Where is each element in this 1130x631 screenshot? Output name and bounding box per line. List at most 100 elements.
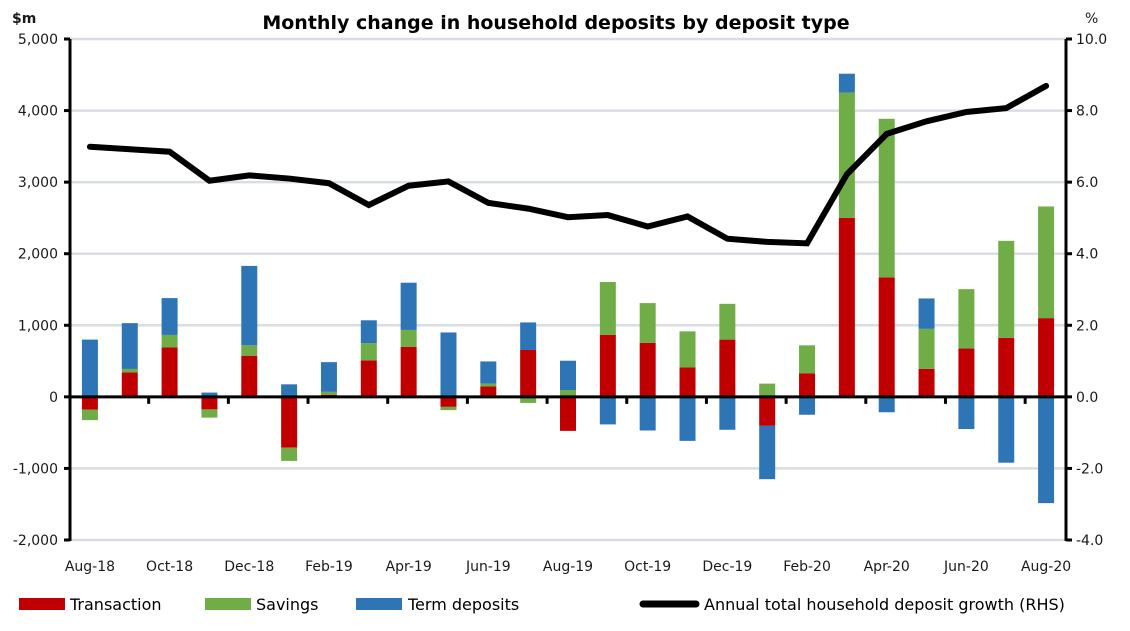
bar-transaction [201, 396, 218, 410]
bar-term-deposits [360, 320, 377, 344]
bar-transaction [838, 217, 855, 397]
bar-transaction [81, 396, 98, 410]
bar-savings [520, 396, 537, 403]
bar-savings [799, 345, 816, 374]
growth-point [607, 214, 609, 216]
bar-transaction [400, 346, 417, 397]
growth-point [368, 204, 370, 206]
bar-transaction [998, 337, 1015, 397]
bar-savings [281, 447, 298, 461]
growth-point [527, 208, 529, 210]
bar-transaction [878, 277, 895, 397]
bar-term-deposits [241, 265, 258, 346]
bar-savings [241, 345, 258, 356]
growth-point [926, 120, 928, 122]
y-axis-left-unit: $m [12, 11, 36, 27]
legend-swatch-0 [19, 598, 65, 610]
x-tick-label: Apr-20 [864, 559, 910, 575]
bar-savings [599, 281, 616, 335]
bar-transaction [520, 349, 537, 397]
bar-transaction [1038, 318, 1055, 397]
bar-savings [1038, 206, 1055, 319]
y-tick-label-right: -2.0 [1076, 461, 1103, 477]
bar-transaction [360, 360, 377, 397]
y-tick-label-left: 2,000 [18, 247, 58, 263]
bar-savings [81, 409, 98, 421]
bar-transaction [560, 396, 576, 431]
bar-term-deposits [480, 361, 497, 384]
x-tick-label: Dec-18 [224, 559, 274, 575]
bar-term-deposits [81, 339, 98, 397]
growth-point [288, 178, 290, 180]
bar-term-deposits [639, 396, 656, 431]
growth-point [846, 173, 848, 175]
chart-title: Monthly change in household deposits by … [262, 12, 849, 34]
growth-point [1005, 107, 1007, 109]
bar-savings [958, 289, 975, 349]
bar-savings [998, 240, 1015, 338]
growth-point [447, 180, 449, 182]
bar-savings [320, 391, 337, 395]
growth-point [726, 238, 728, 240]
growth-point [965, 111, 967, 113]
bar-transaction [759, 396, 776, 426]
bar-term-deposits [1038, 396, 1055, 504]
growth-point [408, 185, 410, 187]
bar-savings [121, 368, 138, 373]
bar-transaction [121, 372, 138, 397]
y-tick-label-right: 2.0 [1076, 318, 1098, 334]
x-tick-label: Dec-19 [702, 559, 752, 575]
legend-label: Transaction [69, 595, 162, 614]
bar-term-deposits [918, 298, 935, 329]
x-tick-label: Apr-19 [386, 559, 432, 575]
bar-savings [440, 406, 457, 411]
y-axis-right-unit: % [1085, 11, 1098, 27]
y-tick-label-right: -4.0 [1076, 533, 1103, 549]
y-tick-label-right: 6.0 [1076, 175, 1098, 191]
bar-transaction [639, 342, 656, 397]
bar-transaction [281, 396, 298, 448]
y-tick-label-left: -1,000 [13, 461, 58, 477]
bar-term-deposits [838, 73, 855, 93]
x-axis-ticks: Aug-18 Oct-18 Dec-18 Feb-19 Apr-19 Jun-19 Aug-… [65, 396, 1071, 575]
bar-term-deposits [560, 360, 576, 391]
line-series [86, 82, 1050, 247]
growth-point [129, 148, 131, 150]
x-tick-label: Aug-20 [1021, 559, 1071, 575]
bar-savings [719, 303, 736, 340]
bar-savings [918, 328, 935, 369]
bar-savings [759, 383, 776, 397]
bar-transaction [799, 373, 816, 397]
bar-transaction [918, 368, 935, 397]
growth-point [208, 180, 210, 182]
bar-savings [480, 383, 497, 387]
bar-term-deposits [161, 298, 178, 335]
bar-savings [679, 331, 696, 368]
bar-transaction [161, 347, 178, 397]
y-tick-label-left: 1,000 [18, 318, 58, 334]
bar-transaction [599, 334, 616, 397]
growth-point [487, 202, 489, 204]
bar-savings [360, 343, 377, 361]
bar-transaction [480, 386, 497, 397]
growth-point [328, 182, 330, 184]
y-axis-right-ticks: 10.0 8.0 6.0 4.0 2.0 0.0 -2.0 -4.0 [1066, 32, 1107, 549]
bar-transaction [958, 348, 975, 397]
legend-swatch-1 [205, 598, 251, 610]
legend-label: Term deposits [407, 595, 519, 614]
bar-term-deposits [799, 396, 816, 415]
growth-point [687, 215, 689, 217]
growth-point [248, 174, 250, 176]
y-tick-label-left: -2,000 [13, 533, 58, 549]
y-tick-label-right: 4.0 [1076, 247, 1098, 263]
bar-transaction [241, 355, 258, 397]
bar-savings [400, 329, 417, 347]
bar-term-deposits [121, 323, 138, 369]
bar-savings [838, 92, 855, 218]
y-tick-label-left: 5,000 [18, 32, 58, 48]
bar-term-deposits [320, 362, 337, 392]
legend: Transaction Savings Term deposits Annual to… [19, 595, 1065, 614]
bar-savings [639, 303, 656, 343]
bar-term-deposits [759, 425, 776, 480]
